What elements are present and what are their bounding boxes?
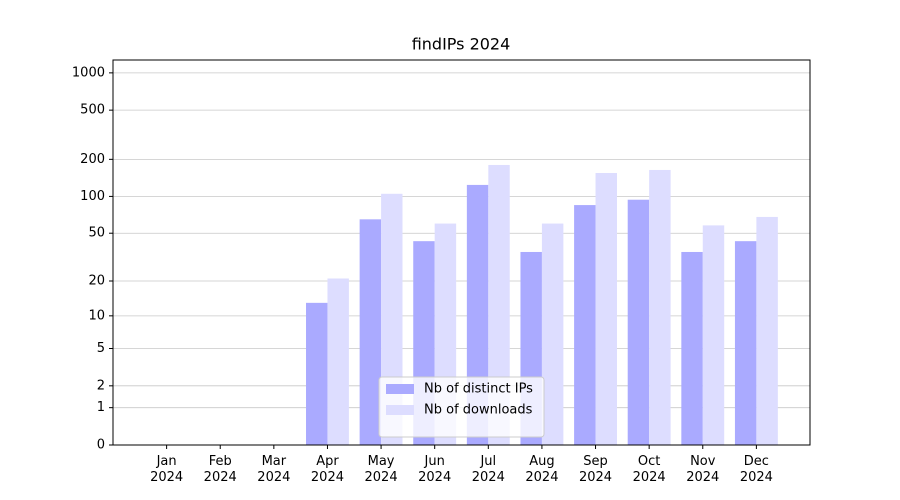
x-tick-label: Jul 2024 <box>472 454 505 485</box>
x-tick-label: Mar 2024 <box>257 454 290 485</box>
bar <box>702 225 725 445</box>
bar <box>627 199 650 445</box>
x-tick-label: Aug 2024 <box>525 454 558 485</box>
legend-swatch <box>386 405 414 415</box>
x-tick-label: May 2024 <box>365 454 398 485</box>
y-tick-label: 200 <box>80 152 105 167</box>
bar <box>595 172 617 445</box>
y-tick-label: 20 <box>88 274 105 289</box>
y-tick-label: 50 <box>88 226 105 241</box>
x-tick-label: Feb 2024 <box>204 454 237 485</box>
y-tick-label: 5 <box>97 341 105 356</box>
bar <box>574 205 596 445</box>
legend-box <box>378 376 545 438</box>
x-tick-label: Apr 2024 <box>311 454 344 485</box>
y-tick-label: 500 <box>80 103 105 118</box>
bar <box>488 164 510 445</box>
x-tick-label: Oct 2024 <box>633 454 666 485</box>
y-tick-label: 1 <box>97 400 105 415</box>
bar <box>649 169 671 446</box>
x-tick-label: Dec 2024 <box>740 454 773 485</box>
legend-swatch <box>386 384 414 394</box>
x-tick-label: Sep 2024 <box>579 454 612 485</box>
bar <box>306 302 328 445</box>
chart-title: findIPs 2024 <box>412 35 511 54</box>
plot-frame <box>112 59 811 446</box>
x-tick-label: Jun 2024 <box>418 454 451 485</box>
x-tick-label: Nov 2024 <box>686 454 719 485</box>
x-tick-label: Jan 2024 <box>150 454 183 485</box>
legend-label: Nb of distinct IPs <box>424 382 533 397</box>
bar <box>541 223 564 445</box>
bar <box>327 278 349 445</box>
legend-label: Nb of downloads <box>424 403 533 418</box>
y-tick-label: 1000 <box>72 65 105 80</box>
bar <box>756 216 778 445</box>
bar <box>359 219 382 445</box>
bar <box>681 251 703 445</box>
y-tick-label: 10 <box>88 308 105 323</box>
y-tick-label: 0 <box>97 438 105 453</box>
bar <box>734 241 757 445</box>
y-tick-label: 2 <box>97 378 105 393</box>
y-tick-label: 100 <box>80 189 105 204</box>
